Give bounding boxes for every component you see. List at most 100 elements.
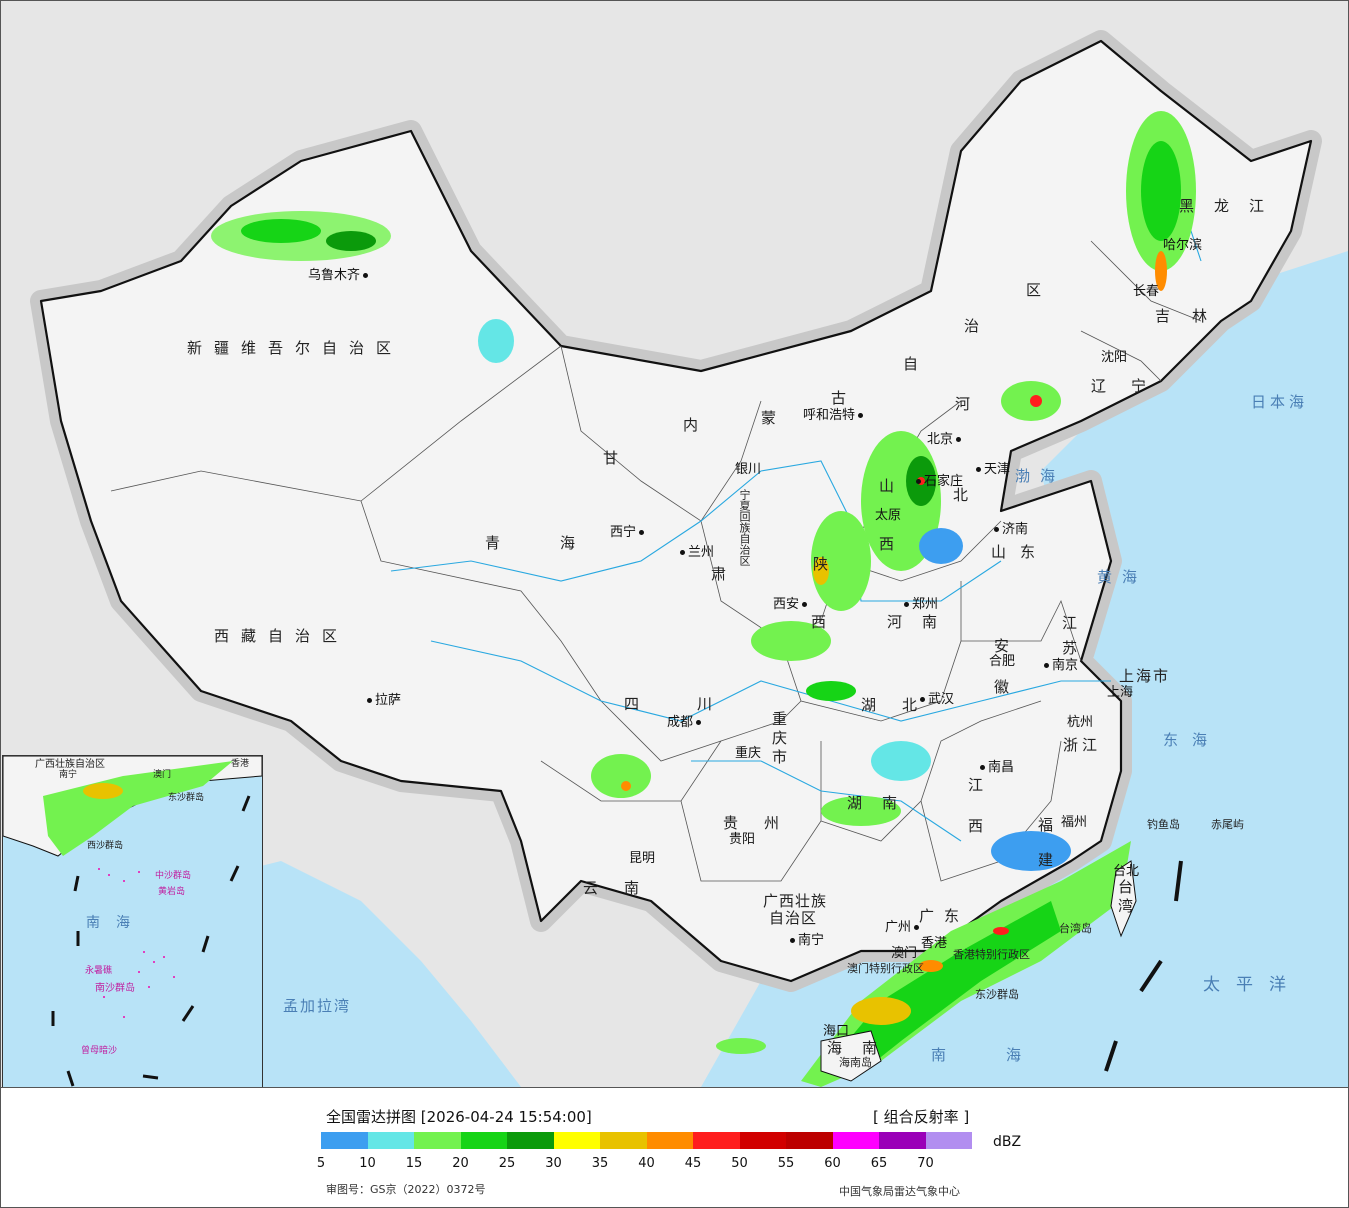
city-label: 天津 [973, 463, 1010, 476]
color-bar-tick: 5 [316, 1156, 326, 1171]
province-label: 甘 [603, 449, 631, 467]
province-label: 山 [879, 477, 907, 495]
city-label: 西安 [773, 598, 810, 611]
south-china-sea-inset: 广西壮族自治区 南宁 澳门 香港 东沙群岛 西沙群岛 中沙群岛 黄岩岛 南海 永… [2, 755, 263, 1087]
sea-label: 孟加拉湾 [283, 997, 352, 1015]
province-label: 吉林 [1155, 307, 1230, 325]
province-label: 治 [964, 317, 992, 335]
island-label: 东沙群岛 [975, 988, 1019, 1001]
color-bar-tick: 65 [870, 1156, 888, 1171]
province-label: 蒙 [761, 409, 789, 427]
inset-label: 曾母暗沙 [81, 1046, 118, 1056]
city-label: 香港 [921, 936, 948, 951]
legend-unit: dBZ [993, 1134, 1022, 1150]
province-label: 古 [831, 389, 859, 407]
city-label: 西宁 [610, 526, 647, 539]
province-label: 山东 [991, 543, 1050, 561]
sea-label: 南海 [931, 1046, 1082, 1064]
province-label: 湖北 [861, 696, 944, 714]
province-label: 云南 [583, 879, 666, 897]
inset-canvas [3, 756, 262, 1087]
taiwan-island [1110, 860, 1137, 938]
inset-label: 黄岩岛 [158, 887, 186, 897]
china-land [39, 39, 1313, 983]
color-bar [321, 1132, 972, 1149]
color-swatch [646, 1132, 693, 1149]
province-label: 江苏 [1060, 615, 1078, 665]
color-bar-tick: 40 [638, 1156, 655, 1171]
province-label: 新疆维吾尔自治区 [187, 339, 404, 357]
city-label: 兰州 [677, 546, 714, 559]
city-label: 拉萨 [364, 694, 401, 707]
provincial-boundaries [110, 240, 1202, 882]
city-label: 石家庄 [913, 475, 963, 488]
city-label: 贵阳 [729, 832, 756, 847]
city-label: 南京 [1041, 659, 1078, 672]
province-label: 江西 [966, 777, 984, 859]
city-label: 澳门 [891, 946, 918, 961]
city-label: 台北 [1113, 864, 1140, 879]
city-label: 哈尔滨 [1163, 238, 1203, 253]
city-label: 乌鲁木齐 [308, 269, 371, 282]
island-label: 赤尾屿 [1211, 818, 1244, 831]
city-label: 福州 [1061, 815, 1088, 830]
sea-label: 太平洋 [1203, 975, 1302, 995]
sea-label: 日本海 [1251, 393, 1309, 411]
province-label: 区 [1026, 281, 1054, 299]
credit-text: 中国气象局雷达气象中心 [839, 1185, 960, 1198]
province-label: 辽宁 [1091, 377, 1172, 395]
color-swatch [832, 1132, 879, 1149]
city-label: 南昌 [977, 761, 1014, 774]
island-label: 台湾岛 [1059, 922, 1092, 935]
inset-dashes [51, 795, 251, 1087]
inset-echo [43, 761, 233, 856]
color-bar-tick: 20 [452, 1156, 469, 1171]
island-label: 澳门特别行政区 [847, 962, 924, 975]
color-bar-tick: 70 [917, 1156, 934, 1171]
province-label: 西 [879, 535, 907, 553]
city-label: 海口 [823, 1024, 850, 1039]
province-label: 重庆市 [770, 711, 788, 768]
color-bar-tick: 60 [824, 1156, 841, 1171]
province-label: 北 [953, 486, 981, 504]
color-swatch [507, 1132, 554, 1149]
city-label: 南宁 [787, 934, 824, 947]
color-bar-tick: 30 [545, 1156, 562, 1171]
province-label: 台湾 [1116, 879, 1134, 917]
city-label: 北京 [927, 433, 964, 446]
province-label: 自治区 [769, 909, 818, 927]
province-label: 陕 [813, 555, 841, 573]
sea-label: 渤海 [1015, 467, 1066, 485]
province-label: 海南 [827, 1039, 898, 1057]
province-label: 湖南 [847, 794, 918, 812]
color-bar-tick: 15 [405, 1156, 423, 1171]
inset-label: 南宁 [59, 770, 78, 780]
color-swatch [321, 1132, 368, 1149]
city-label: 郑州 [901, 598, 938, 611]
city-label: 成都 [667, 716, 704, 729]
legend-product: [ 组合反射率 ] [873, 1108, 970, 1126]
color-swatch [414, 1132, 461, 1149]
city-label: 广州 [885, 921, 922, 934]
sea-label: 东海 [1163, 731, 1222, 749]
color-bar-tick: 25 [498, 1156, 516, 1171]
inset-sea-label: 南海 [86, 915, 146, 931]
province-label: 河南 [887, 613, 958, 631]
inset-label: 南沙群岛 [95, 983, 135, 994]
province-label: 黑龙江 [1179, 197, 1285, 215]
color-bar-tick: 35 [591, 1156, 609, 1171]
bay-of-bengal [201, 861, 521, 1087]
color-swatch [553, 1132, 600, 1149]
province-label: 浙江 [1063, 736, 1102, 754]
color-bar-tick: 55 [777, 1156, 795, 1171]
island-label: 海南岛 [839, 1056, 872, 1069]
color-swatch [600, 1132, 647, 1149]
province-label: 西藏自治区 [214, 627, 350, 645]
map-canvas [30, 30, 1348, 1087]
color-swatch [786, 1132, 833, 1149]
color-swatch [739, 1132, 786, 1149]
inset-islands [98, 868, 175, 1018]
radar-echoes [211, 111, 1196, 1087]
color-bar-tick: 10 [359, 1156, 376, 1171]
